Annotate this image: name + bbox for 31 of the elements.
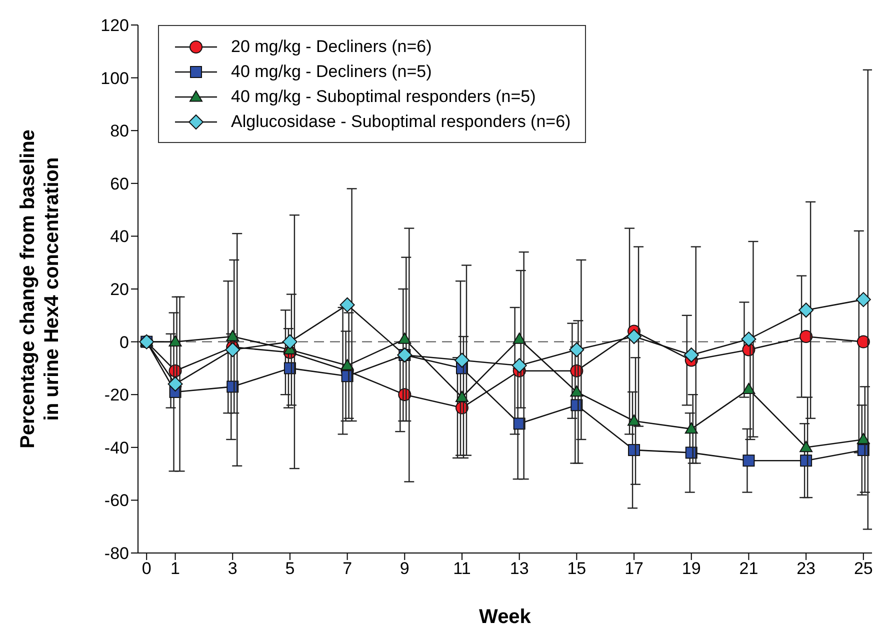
x-axis-title: Week	[479, 606, 532, 628]
y-tick-label: -80	[104, 544, 129, 564]
x-tick-label: 3	[228, 559, 238, 578]
legend-label: 40 mg/kg - Suboptimal responders (n=5)	[231, 86, 536, 108]
x-tick-label: 9	[400, 559, 410, 578]
x-tick-label: 13	[510, 559, 529, 578]
y-tick-label: 80	[110, 122, 129, 141]
x-tick-label: 17	[624, 559, 644, 578]
x-tick-label: 23	[796, 559, 816, 578]
y-tick-label: 20	[110, 280, 129, 300]
y-tick-label: -20	[104, 386, 129, 405]
y-tick-label: 40	[110, 227, 129, 246]
x-tick-label: 0	[142, 559, 152, 578]
x-tick-label: 25	[854, 559, 873, 578]
legend-label: 40 mg/kg - Decliners (n=5)	[231, 61, 432, 83]
x-tick-label: 11	[453, 559, 471, 578]
y-tick-label: 0	[120, 332, 129, 352]
y-tick-label: -60	[104, 491, 129, 510]
x-tick-label: 21	[739, 559, 758, 578]
x-tick-label: 1	[170, 559, 180, 578]
y-tick-label: 120	[100, 16, 129, 36]
legend-label: 20 mg/kg - Decliners (n=6)	[231, 36, 432, 58]
x-tick-label: 15	[567, 559, 586, 578]
x-tick-label: 7	[342, 559, 352, 578]
y-axis-title: Percentage change from baseline in urine Hex4 concentration	[17, 129, 63, 449]
x-tick-label: 5	[285, 559, 295, 578]
legend-label: Alglucosidase - Suboptimal responders (n=6)	[231, 111, 571, 133]
x-tick-label: 19	[682, 559, 701, 578]
y-tick-label: 60	[110, 174, 129, 194]
y-tick-label: 100	[100, 68, 129, 88]
y-tick-label: -40	[104, 438, 129, 458]
